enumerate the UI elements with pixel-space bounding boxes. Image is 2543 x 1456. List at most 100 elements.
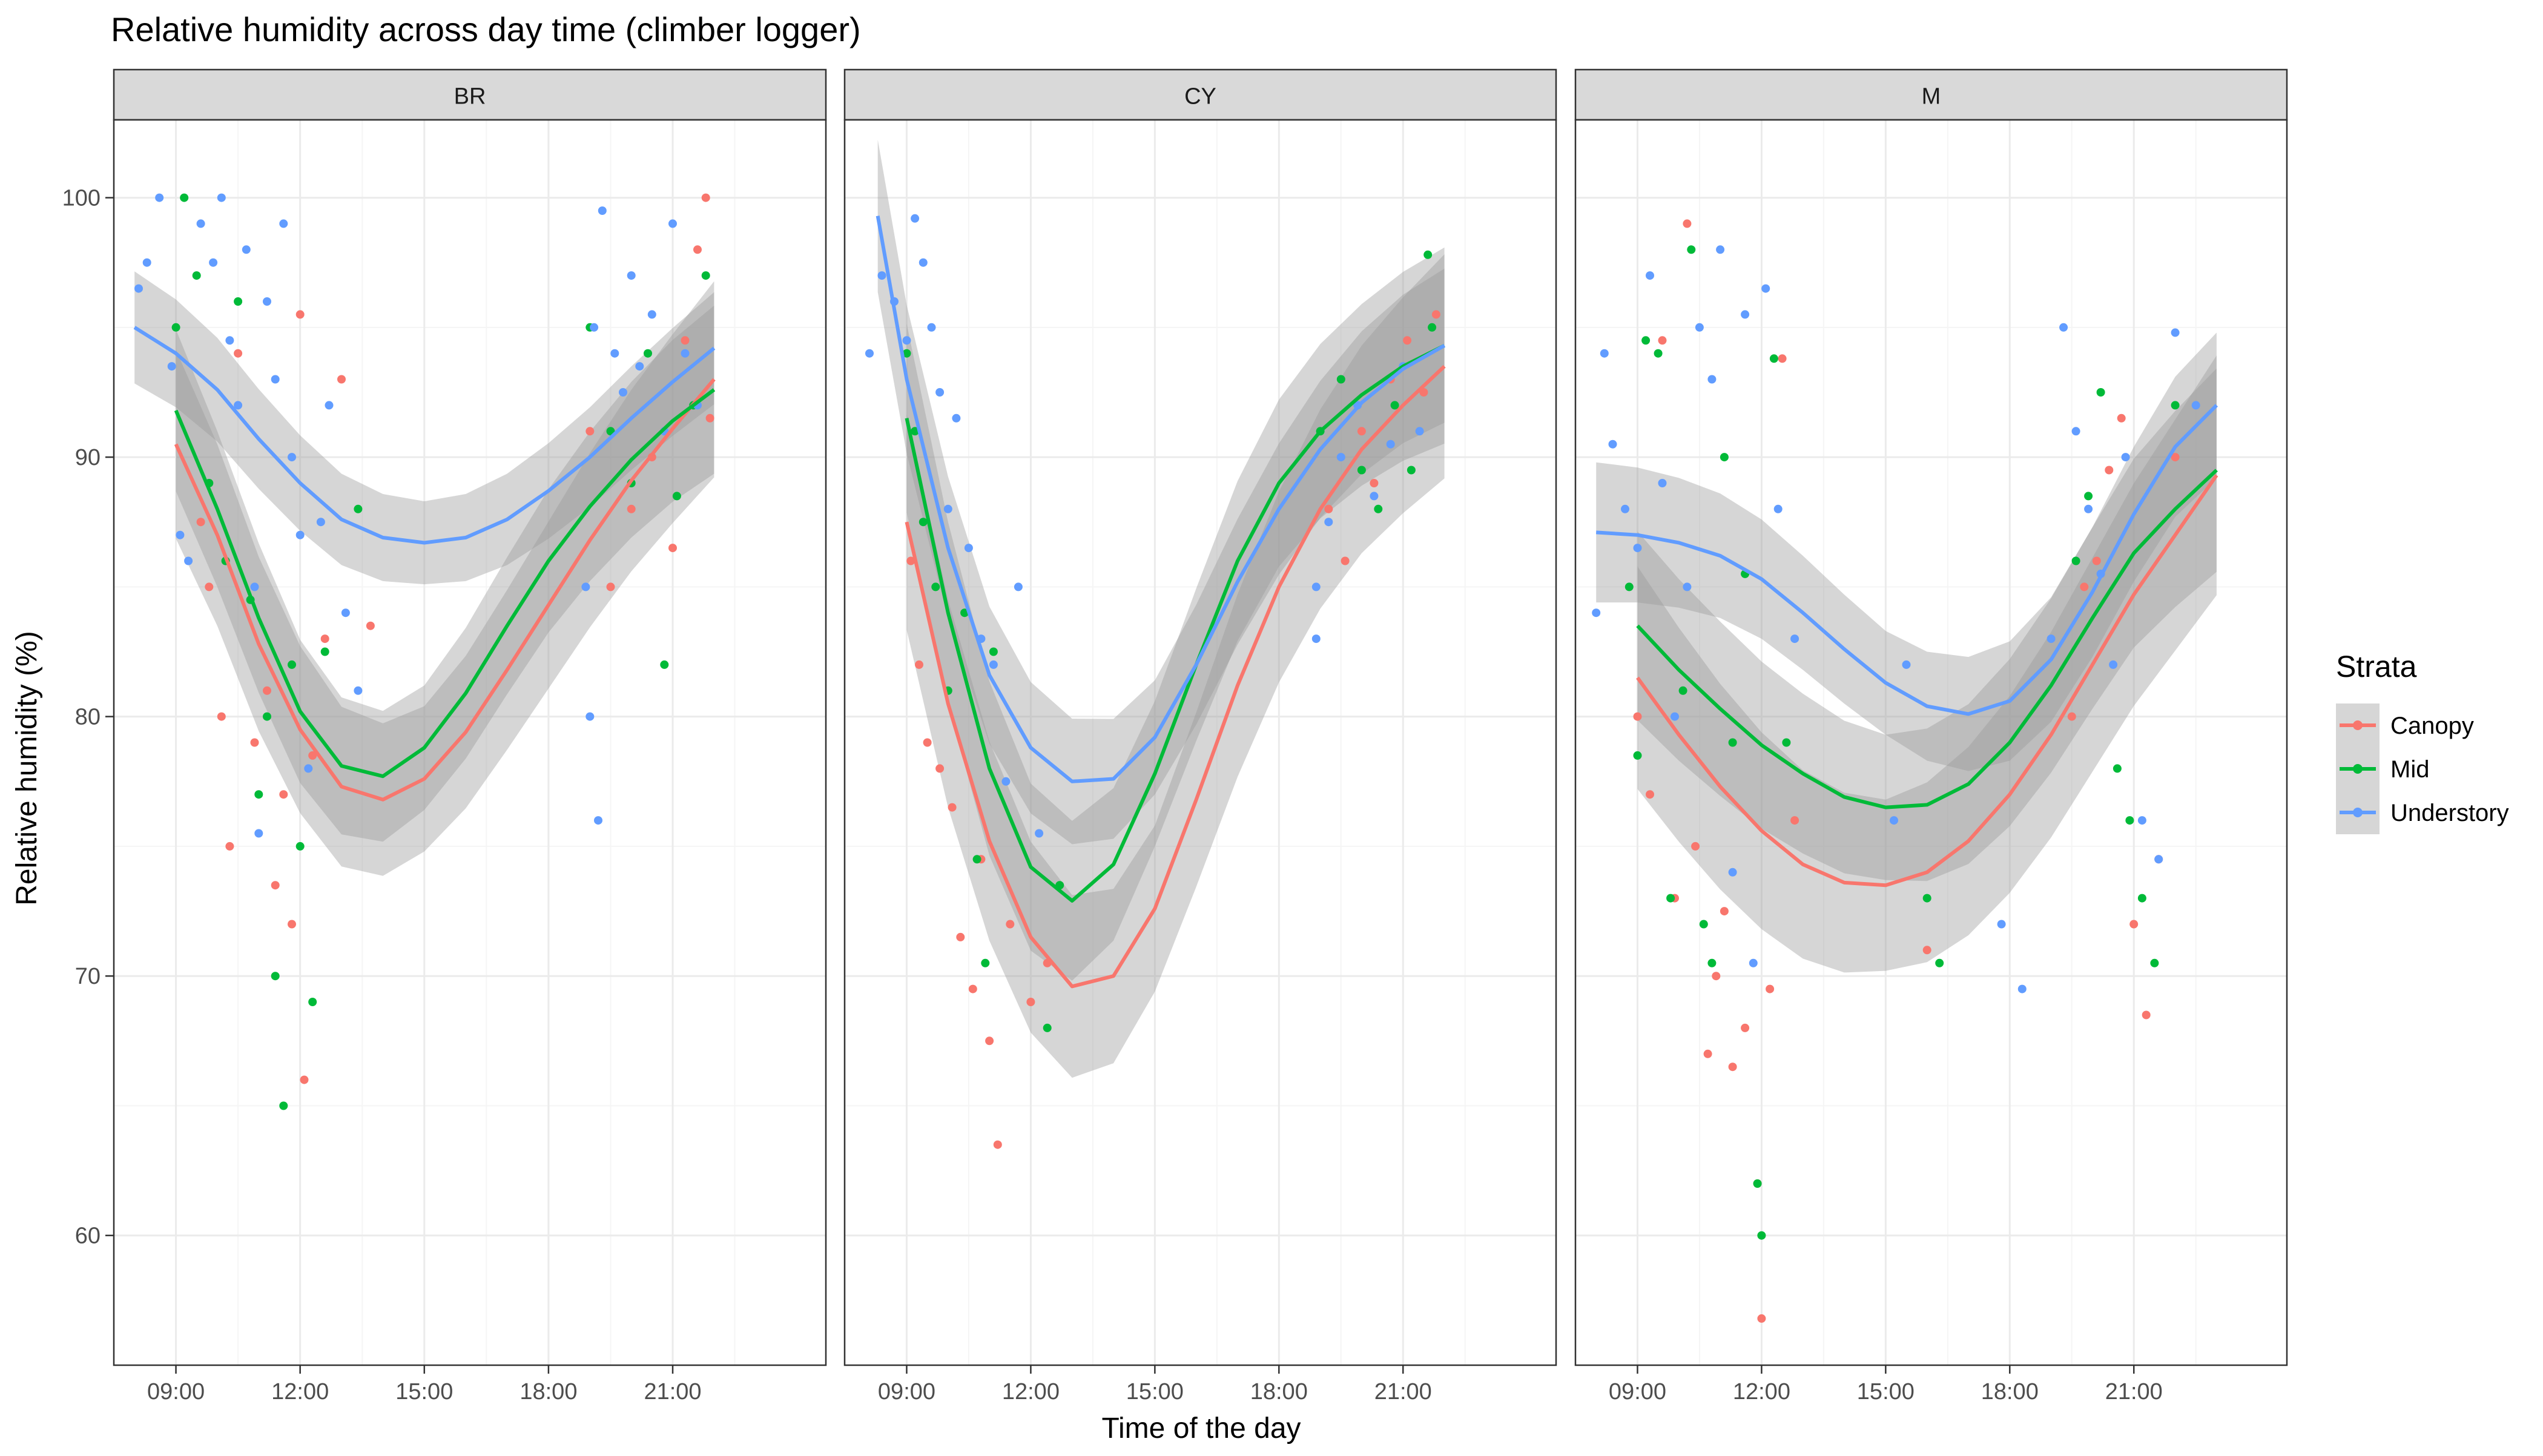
smooth-line-understory (1596, 404, 2218, 716)
data-point-understory (316, 518, 325, 527)
data-point-canopy (2080, 582, 2089, 591)
data-point-mid (1357, 466, 1366, 475)
data-point-understory (1633, 544, 1642, 553)
data-point-canopy (2129, 920, 2139, 929)
data-point-understory (943, 504, 952, 513)
data-point-mid (1782, 738, 1791, 747)
data-point-understory (142, 258, 151, 267)
data-point-mid (2150, 958, 2159, 967)
data-point-canopy (2117, 413, 2126, 423)
data-point-canopy (1766, 984, 1775, 993)
data-point-mid (263, 712, 271, 721)
facet-strip-br (113, 68, 827, 121)
data-point-understory (263, 297, 271, 306)
x-tick-label: 09:00 (1609, 1379, 1666, 1405)
data-point-mid (931, 582, 940, 591)
data-point-canopy (701, 193, 710, 202)
data-point-mid (2071, 556, 2080, 565)
data-point-canopy (1633, 712, 1642, 721)
data-point-understory (176, 530, 185, 539)
data-point-understory (1621, 504, 1629, 513)
data-point-mid (1678, 686, 1687, 695)
data-point-mid (2137, 894, 2146, 903)
data-point-understory (2059, 323, 2068, 332)
data-point-understory (1415, 427, 1424, 436)
data-point-canopy (1431, 310, 1440, 319)
data-point-mid (1407, 466, 1416, 475)
data-point-mid (1336, 375, 1345, 384)
data-point-canopy (288, 920, 296, 929)
x-tick-label: 09:00 (878, 1379, 935, 1405)
ci-ribbon-understory (877, 139, 1445, 845)
y-axis-title: Relative humidity (%) (11, 631, 43, 905)
data-point-understory (1336, 453, 1345, 462)
data-point-understory (1716, 245, 1725, 254)
data-point-canopy (1403, 336, 1412, 345)
data-point-understory (590, 323, 599, 332)
data-point-understory (1001, 777, 1011, 786)
ci-ribbon-understory (1596, 332, 2217, 771)
data-point-understory (627, 271, 636, 280)
x-tick-label: 15:00 (1126, 1379, 1184, 1405)
smooth-lines-br (133, 326, 716, 802)
data-point-understory (1658, 479, 1667, 487)
x-axis-cy: 09:00 12:00 15:00 18:00 21:00 (878, 1365, 1432, 1405)
smooth-lines-cy (876, 216, 1446, 989)
data-point-mid (1699, 920, 1708, 929)
legend-key-point (2353, 720, 2363, 730)
data-point-understory (1592, 608, 1601, 618)
data-point-understory (134, 284, 143, 293)
data-point-canopy (915, 660, 923, 669)
data-point-understory (1749, 958, 1758, 967)
data-point-canopy (263, 686, 271, 695)
data-point-understory (935, 388, 945, 397)
x-tick-label: 15:00 (1857, 1379, 1915, 1405)
data-point-understory (2047, 634, 2056, 644)
ci-ribbon-mid (1637, 368, 2217, 881)
data-point-understory (354, 686, 363, 695)
ci-ribbon-mid (176, 305, 714, 842)
data-point-understory (1773, 504, 1783, 513)
data-point-mid (1654, 349, 1663, 358)
data-point-canopy (2067, 712, 2076, 721)
data-point-understory (1695, 323, 1704, 332)
facet-label-cy: CY (1184, 84, 1216, 110)
data-point-mid (2084, 492, 2093, 501)
data-point-canopy (585, 427, 595, 436)
data-point-mid (320, 647, 329, 656)
data-point-understory (2191, 401, 2200, 410)
data-point-canopy (627, 504, 636, 513)
data-point-canopy (993, 1140, 1002, 1149)
data-point-canopy (295, 310, 305, 319)
data-point-mid (295, 842, 305, 851)
data-point-mid (1753, 1179, 1762, 1188)
smooth-lines-m (1596, 404, 2218, 888)
data-point-canopy (337, 375, 346, 384)
data-point-understory (254, 829, 263, 838)
data-point-understory (1890, 816, 1898, 825)
data-point-mid (1428, 323, 1437, 332)
data-point-mid (1707, 958, 1717, 967)
data-point-canopy (1683, 219, 1692, 228)
points-m (1592, 219, 2200, 1323)
data-point-mid (2171, 401, 2180, 410)
facet-panel-cy: CY 09:00 12:00 15:00 18:00 21:00 (843, 68, 1557, 1405)
data-point-understory (304, 764, 313, 773)
smooth-line-canopy (905, 364, 1446, 989)
data-point-canopy (1658, 336, 1667, 345)
data-point-mid (1687, 245, 1696, 254)
data-point-mid (1633, 751, 1642, 760)
data-point-canopy (234, 349, 243, 358)
y-axis: 60 70 80 90 100 (62, 186, 114, 1249)
data-point-understory (1707, 375, 1717, 384)
data-point-canopy (956, 932, 965, 941)
data-point-canopy (1712, 972, 1721, 981)
data-point-canopy (1341, 556, 1350, 565)
x-tick-label: 18:00 (1250, 1379, 1308, 1405)
data-point-understory (196, 219, 205, 228)
data-point-understory (250, 582, 259, 591)
data-point-mid (271, 972, 280, 981)
data-point-canopy (1922, 946, 1931, 955)
data-point-canopy (1370, 479, 1379, 487)
